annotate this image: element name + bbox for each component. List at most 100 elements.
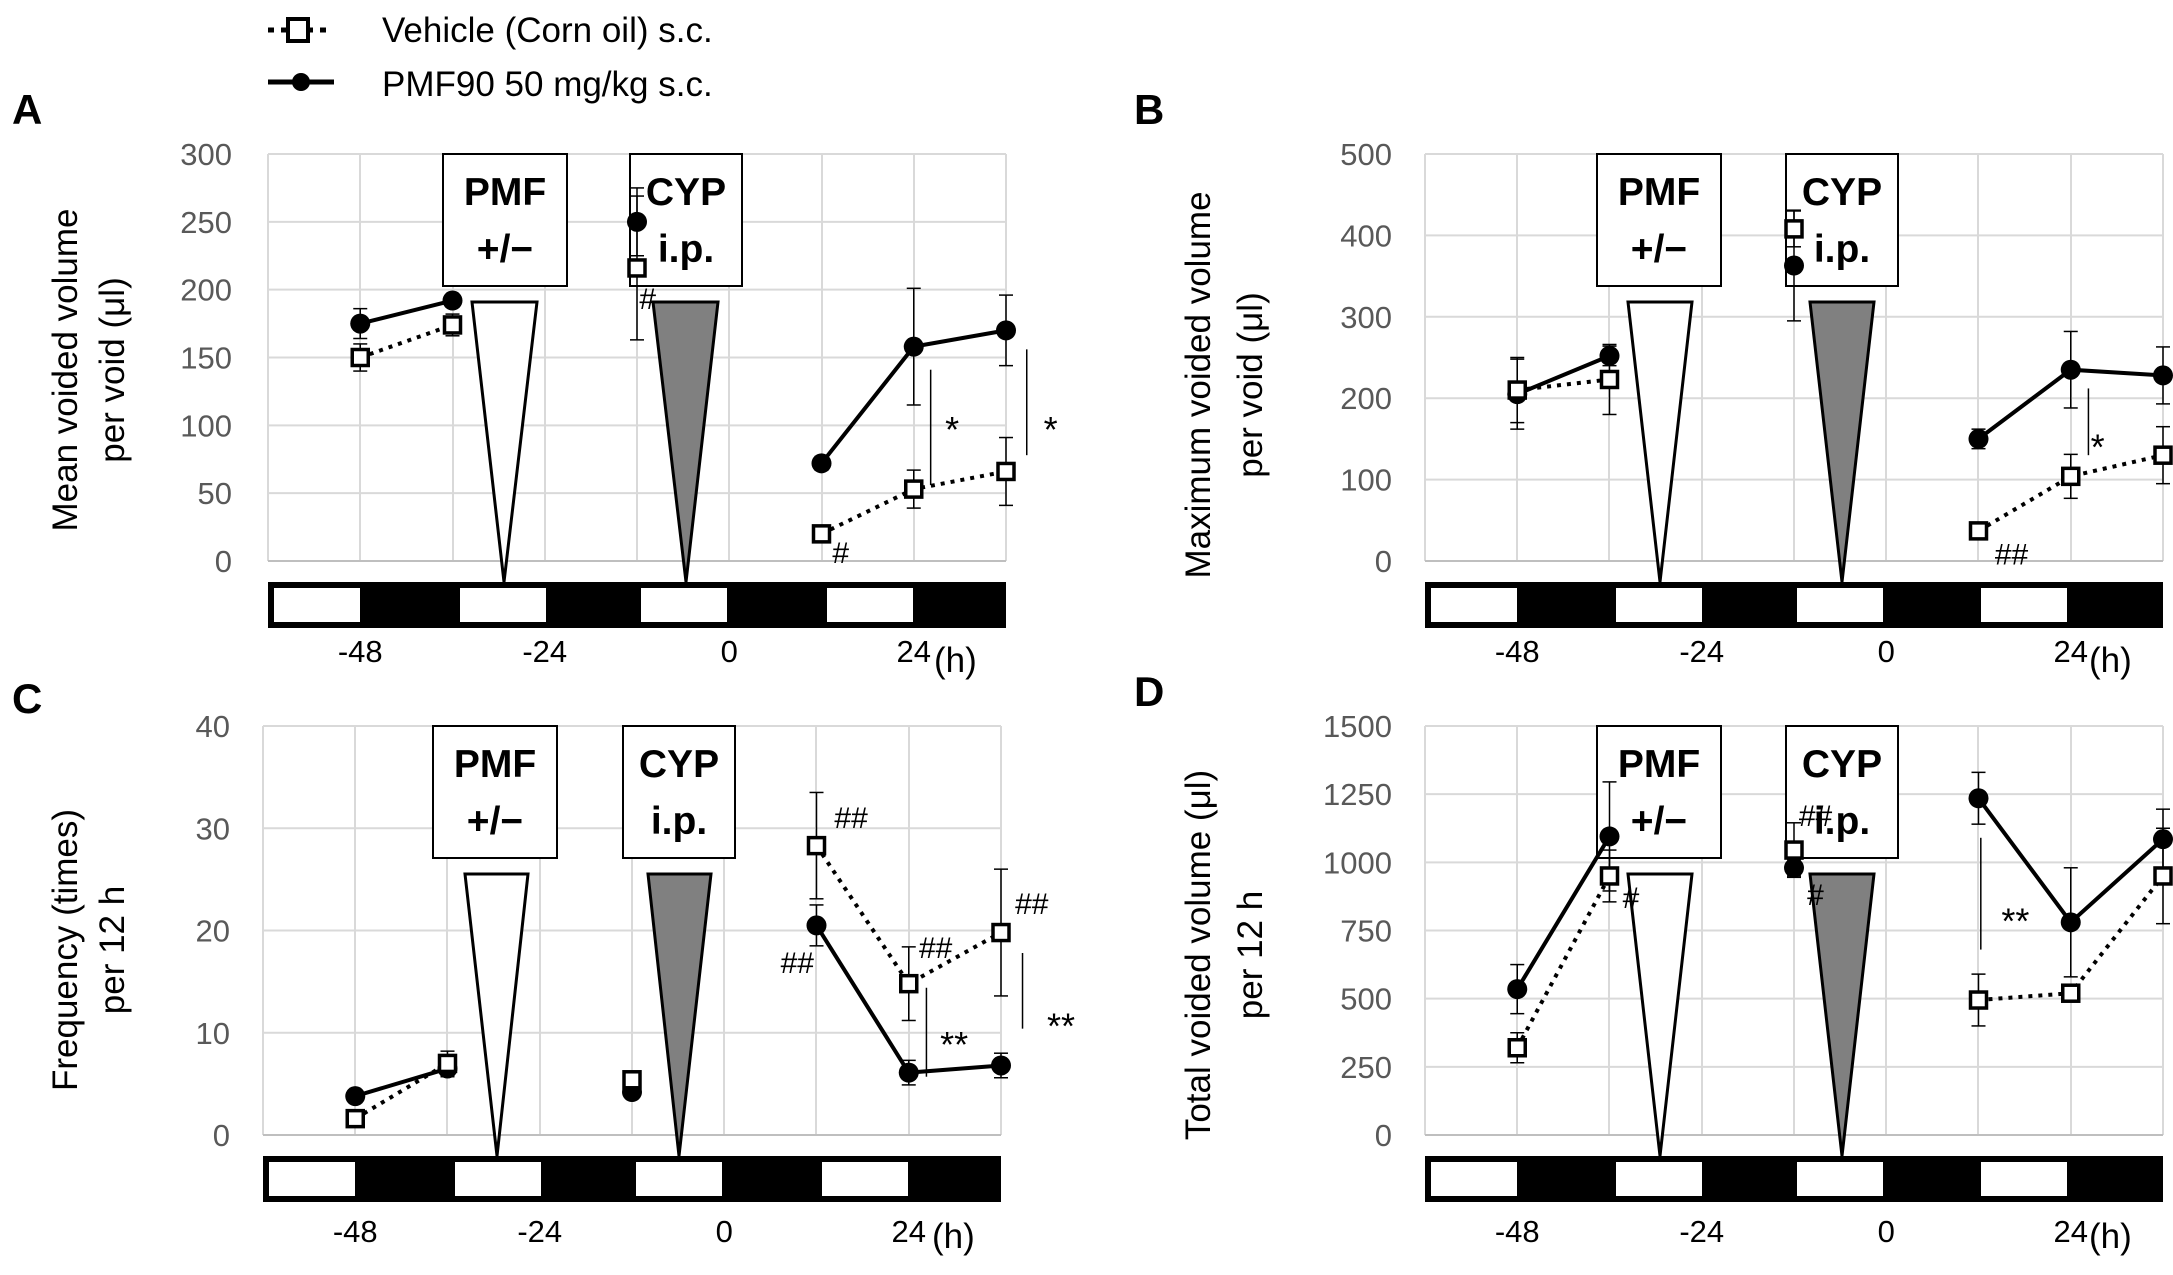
light-period [274,588,360,622]
x-ticks: -48 -24 0 24 [338,634,931,669]
vehicle-data-point [904,479,924,499]
y-axis-label-line2: per 12 h [1231,891,1270,1019]
pmf-data-point [1784,857,1804,878]
light-period [1616,588,1702,622]
panel-label: A [12,86,42,133]
pmf-data-point [350,313,371,334]
x-tick-label: 24 [2054,1214,2088,1249]
pmf-injection-triangle [1626,300,1694,583]
light-period [1431,1162,1517,1196]
pmf-data-point [442,290,463,311]
x-unit-label: (h) [2089,1217,2132,1256]
vehicle-data-point [991,922,1011,943]
y-tick-label: 1000 [1323,845,1392,880]
light-period [1797,588,1883,622]
vehicle-data-point [1599,866,1620,886]
y-tick-label: 300 [180,137,232,172]
light-period [1616,1162,1702,1196]
pmf-data-point [898,1062,919,1083]
pmf-data-point [991,1055,1011,1076]
y-tick-label: 10 [196,1016,230,1051]
light-period [827,588,913,622]
pmf-box-line2: +/− [1631,228,1687,271]
cyp-box-line2: i.p. [1814,228,1870,271]
pmf-series-line [1515,835,1612,991]
pmf-box [432,725,558,859]
vehicle-data-point [996,461,1016,482]
y-axis-label-line1: Total voided volume (μl) [1179,770,1218,1140]
y-tick-label: 1500 [1323,709,1392,744]
y-tick-label: 500 [1340,982,1392,1017]
y-axis-label-line1: Maximum voided volume [1179,191,1218,578]
pmf-data-point [903,336,924,357]
x-unit-label: (h) [934,641,977,680]
significance-star: * [945,409,959,450]
cyp-marker-box: CYP i.p. [1785,153,1899,583]
pmf-data-point [1599,345,1620,366]
x-tick-label: 0 [1878,1214,1895,1249]
y-tick-label: 750 [1340,914,1392,949]
pmf-series-line [359,298,453,326]
y-tick-label: 0 [213,1118,230,1153]
vehicle-series-line [1517,377,1610,393]
cyp-injection-triangle [651,300,720,583]
x-unit-label: (h) [2089,641,2132,680]
light-period [822,1162,908,1196]
y-tick-label: 40 [196,709,230,744]
vehicle-data-point [350,347,370,368]
panel-b: B Maximum voided volume per void (μl) 0 1… [1134,86,2173,680]
vehicle-series-line [1515,875,1612,1049]
y-ticks: 0 10 20 30 40 [196,709,230,1153]
light-period [636,1162,722,1196]
vehicle-data-point [1507,1037,1527,1058]
vehicle-data-point [345,1108,365,1129]
panel-label: D [1134,668,1164,715]
significance-hash: ## [781,947,815,980]
vehicle-data-point [442,315,463,335]
vehicle-data-point [2061,466,2081,487]
y-tick-label: 150 [180,341,232,376]
vehicle-data-point [2153,445,2173,465]
x-tick-label: -24 [522,634,567,669]
vehicle-data-point [1784,219,1804,239]
pmf-box-line2: +/− [1631,800,1687,843]
vehicle-series-line [1977,453,2164,533]
pmf-data-point [1507,979,1528,1000]
significance-hash: ## [1995,538,2029,571]
significance-hash: # [639,283,656,316]
cyp-box-line2: i.p. [658,228,714,271]
cyp-injection-triangle [1808,300,1876,583]
pmf-data-point [1968,788,1989,809]
vehicle-data-point [1968,990,1989,1010]
x-tick-label: -24 [1679,1214,1724,1249]
pmf-box-line2: +/− [477,228,533,271]
significance-hash: ## [919,932,953,965]
y-axis-label-line2: per 12 h [93,886,132,1014]
panel-label: B [1134,86,1164,133]
significance-star: ** [2001,900,2029,941]
y-tick-label: 250 [180,205,232,240]
pmf-series-line [1516,354,1611,396]
cyp-box-line1: CYP [1802,743,1882,786]
vehicle-data-point [2153,866,2173,886]
pmf-box [1596,153,1722,287]
x-unit-label: (h) [932,1217,975,1256]
y-tick-label: 200 [1340,381,1392,416]
pmf-box-line1: PMF [454,743,536,786]
cyp-injection-triangle [646,872,713,1157]
x-tick-label: 0 [716,1214,733,1249]
panel-a: A Mean voided volume per void (μl) 0 50 10… [12,86,1058,680]
pmf-injection-triangle [1626,872,1694,1157]
significance-hash: # [1623,882,1640,915]
cyp-box [1785,725,1899,859]
pmf-data-point [2060,912,2081,933]
significance-hash: ## [1799,800,1833,833]
legend: Vehicle (Corn oil) s.c. PMF90 50 mg/kg s… [268,11,713,104]
cyp-box-line2: i.p. [651,800,707,843]
pmf-marker-box: PMF +/− [442,153,568,583]
significance-hash: ## [834,802,868,835]
day-night-bar [263,1156,1001,1202]
light-period [269,1162,355,1196]
panel-c: C Frequency (times) per 12 h 0 10 20 30 40 -… [12,675,1075,1256]
